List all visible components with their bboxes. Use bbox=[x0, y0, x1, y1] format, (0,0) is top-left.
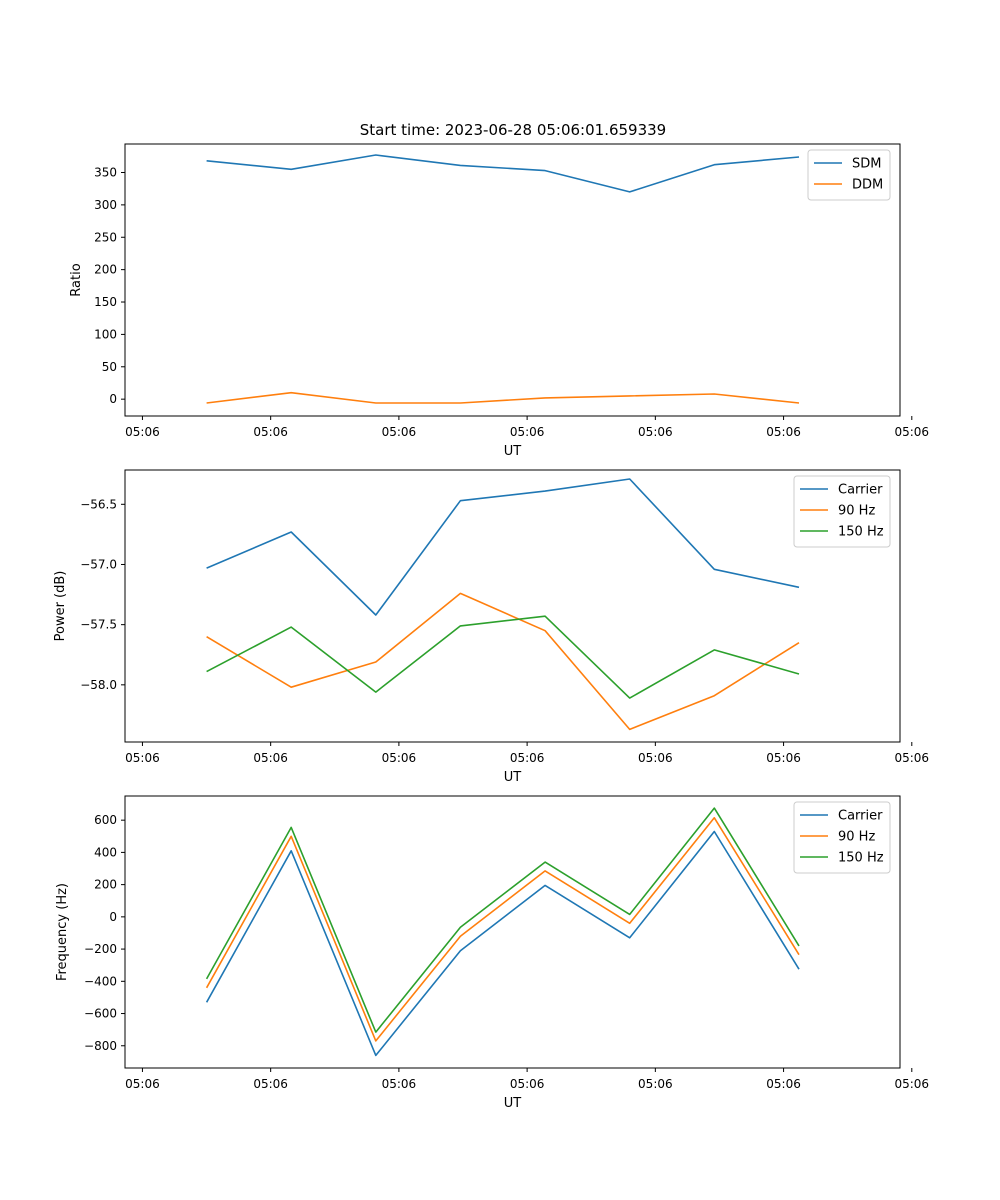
chart-1: 05:0605:0605:0605:0605:0605:0605:0605:07… bbox=[69, 143, 929, 459]
series-line-150-hz bbox=[206, 615, 800, 699]
y-axis-label: Ratio bbox=[69, 263, 84, 296]
x-tick-label: 05:06 bbox=[382, 751, 417, 765]
y-tick-label: −200 bbox=[84, 942, 117, 956]
x-tick-label: 05:06 bbox=[766, 751, 801, 765]
legend-box bbox=[793, 475, 891, 548]
x-tick-label: 05:06 bbox=[253, 751, 288, 765]
y-tick-label: 150 bbox=[94, 295, 117, 309]
x-axis-label: UT bbox=[504, 770, 522, 785]
y-tick-label: 600 bbox=[94, 813, 117, 827]
figure-title: Start time: 2023-06-28 05:06:01.659339 bbox=[360, 121, 666, 139]
axes-frame bbox=[124, 795, 901, 1069]
series-line-ddm bbox=[206, 391, 800, 404]
y-tick-label: 200 bbox=[94, 878, 117, 892]
x-tick-label: 05:06 bbox=[766, 425, 801, 439]
legend-label: DDM bbox=[852, 178, 883, 193]
y-tick-label: 100 bbox=[94, 327, 117, 341]
x-tick-label: 05:06 bbox=[382, 425, 417, 439]
y-axis-label: Power (dB) bbox=[53, 571, 68, 642]
series-line-90-hz bbox=[206, 592, 800, 731]
y-tick-label: −600 bbox=[84, 1007, 117, 1021]
series-line-150-hz bbox=[205, 807, 800, 1033]
legend-label: Carrier bbox=[838, 809, 883, 824]
x-tick-label: 05:06 bbox=[125, 425, 160, 439]
legend: Carrier 90 Hz 150 Hz bbox=[793, 801, 891, 874]
x-tick-label: 05:06 bbox=[510, 751, 545, 765]
y-tick-label: 300 bbox=[94, 198, 117, 212]
x-tick-label: 05:06 bbox=[382, 1077, 417, 1091]
axes-frame bbox=[124, 143, 901, 417]
y-tick-label: −57.5 bbox=[80, 618, 117, 632]
plots-container: 05:0605:0605:0605:0605:0605:0605:0605:07… bbox=[53, 143, 929, 1111]
x-tick-label: 05:06 bbox=[253, 425, 288, 439]
series-line-carrier bbox=[205, 830, 800, 1057]
legend-label: 90 Hz bbox=[838, 830, 875, 845]
y-tick-label: 50 bbox=[102, 360, 117, 374]
x-tick-label: 05:06 bbox=[894, 425, 929, 439]
x-tick-label: 05:06 bbox=[638, 1077, 673, 1091]
legend-box bbox=[793, 801, 891, 874]
legend-label: 150 Hz bbox=[838, 851, 884, 866]
y-tick-label: −57.0 bbox=[80, 557, 117, 571]
series-line-90-hz bbox=[205, 816, 800, 1042]
x-tick-label: 05:06 bbox=[125, 751, 160, 765]
legend-label: 90 Hz bbox=[838, 504, 875, 519]
y-tick-label: 400 bbox=[94, 845, 117, 859]
legend: SDM DDM bbox=[807, 149, 891, 201]
x-tick-label: 05:06 bbox=[638, 425, 673, 439]
chart-2: 05:0605:0605:0605:0605:0605:0605:0605:07… bbox=[53, 469, 929, 785]
x-tick-label: 05:06 bbox=[510, 425, 545, 439]
y-tick-label: 0 bbox=[109, 910, 117, 924]
y-axis-label: Frequency (Hz) bbox=[55, 883, 70, 981]
y-tick-label: −56.5 bbox=[80, 497, 117, 511]
legend-label: 150 Hz bbox=[838, 525, 884, 540]
x-tick-label: 05:06 bbox=[510, 1077, 545, 1091]
y-tick-label: −400 bbox=[84, 974, 117, 988]
legend-label: SDM bbox=[852, 157, 881, 172]
x-tick-label: 05:06 bbox=[253, 1077, 288, 1091]
y-tick-label: 350 bbox=[94, 165, 117, 179]
y-tick-label: 250 bbox=[94, 230, 117, 244]
x-tick-label: 05:06 bbox=[894, 751, 929, 765]
legend-label: Carrier bbox=[838, 483, 883, 498]
series-line-sdm bbox=[206, 154, 800, 193]
y-tick-label: 0 bbox=[109, 392, 117, 406]
legend: Carrier 90 Hz 150 Hz bbox=[793, 475, 891, 548]
chart-3: 05:0605:0605:0605:0605:0605:0605:0605:07… bbox=[55, 795, 929, 1111]
x-tick-label: 05:06 bbox=[638, 751, 673, 765]
x-tick-label: 05:06 bbox=[894, 1077, 929, 1091]
y-tick-label: −58.0 bbox=[80, 678, 117, 692]
y-tick-label: 200 bbox=[94, 263, 117, 277]
y-tick-label: −800 bbox=[84, 1039, 117, 1053]
axes-frame bbox=[124, 469, 901, 743]
x-tick-label: 05:06 bbox=[766, 1077, 801, 1091]
x-tick-label: 05:06 bbox=[125, 1077, 160, 1091]
x-axis-label: UT bbox=[504, 444, 522, 459]
x-axis-label: UT bbox=[504, 1096, 522, 1111]
series-line-carrier bbox=[206, 478, 800, 616]
